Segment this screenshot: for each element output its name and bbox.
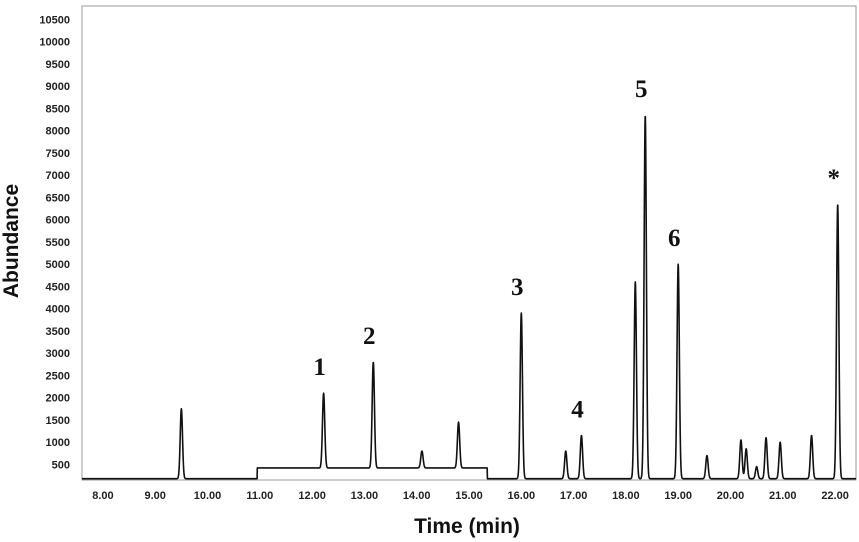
y-tick-label: 5500 <box>46 237 70 249</box>
y-tick-label: 3500 <box>46 326 70 338</box>
y-tick-label: 3000 <box>46 348 70 360</box>
x-tick-label: 21.00 <box>769 490 797 502</box>
x-tick-label: 22.00 <box>821 490 849 502</box>
peak-labels: 1 2 3 4 5 6 * <box>313 76 840 423</box>
y-tick-label: 2000 <box>46 393 70 405</box>
x-tick-label: 15.00 <box>455 490 483 502</box>
x-axis-ticks: 8.00 9.00 10.00 11.00 12.00 13.00 14.00 15.00 16… <box>92 490 849 502</box>
peak-label: 4 <box>571 396 584 423</box>
x-tick-label: 13.00 <box>351 490 379 502</box>
y-tick-label: 1500 <box>46 415 70 427</box>
peak-label: 6 <box>668 225 681 252</box>
peak-label: 3 <box>511 274 524 301</box>
x-tick-label: 19.00 <box>664 490 692 502</box>
y-tick-label: 9000 <box>46 81 70 93</box>
x-tick-label: 12.00 <box>298 490 326 502</box>
y-tick-label: 9500 <box>46 59 70 71</box>
y-axis-title: Abundance <box>0 184 23 298</box>
x-tick-label: 9.00 <box>145 490 166 502</box>
x-tick-label: 14.00 <box>403 490 431 502</box>
y-tick-label: 7000 <box>46 170 70 182</box>
y-tick-label: 8500 <box>46 103 70 115</box>
y-tick-label: 5000 <box>46 259 70 271</box>
y-tick-label: 6000 <box>46 215 70 227</box>
y-tick-label: 4000 <box>46 304 70 316</box>
y-tick-label: 8000 <box>46 126 70 138</box>
y-tick-label: 6500 <box>46 192 70 204</box>
chromatogram-trace <box>81 115 857 480</box>
y-axis-ticks: 500 1000 1500 2000 2500 3000 3500 4000 4500 5000 5… <box>39 14 70 471</box>
y-tick-label: 10500 <box>39 14 70 26</box>
peak-label: * <box>827 165 840 192</box>
x-tick-label: 17.00 <box>560 490 588 502</box>
y-tick-label: 2500 <box>46 370 70 382</box>
y-tick-label: 4500 <box>46 281 70 293</box>
y-tick-label: 1000 <box>46 437 70 449</box>
y-tick-label: 500 <box>52 459 70 471</box>
x-axis-title: Time (min) <box>414 515 520 538</box>
y-tick-label: 10000 <box>39 37 70 49</box>
x-tick-label: 18.00 <box>612 490 640 502</box>
y-tick-label: 7500 <box>46 148 70 160</box>
x-tick-label: 16.00 <box>508 490 536 502</box>
x-tick-label: 20.00 <box>717 490 745 502</box>
x-tick-label: 11.00 <box>246 490 273 502</box>
x-tick-label: 10.00 <box>194 490 222 502</box>
plot-frame <box>81 5 857 481</box>
x-tick-label: 8.00 <box>92 490 113 502</box>
peak-label: 2 <box>363 323 376 350</box>
peak-label: 1 <box>313 354 326 381</box>
peak-label: 5 <box>635 76 648 103</box>
